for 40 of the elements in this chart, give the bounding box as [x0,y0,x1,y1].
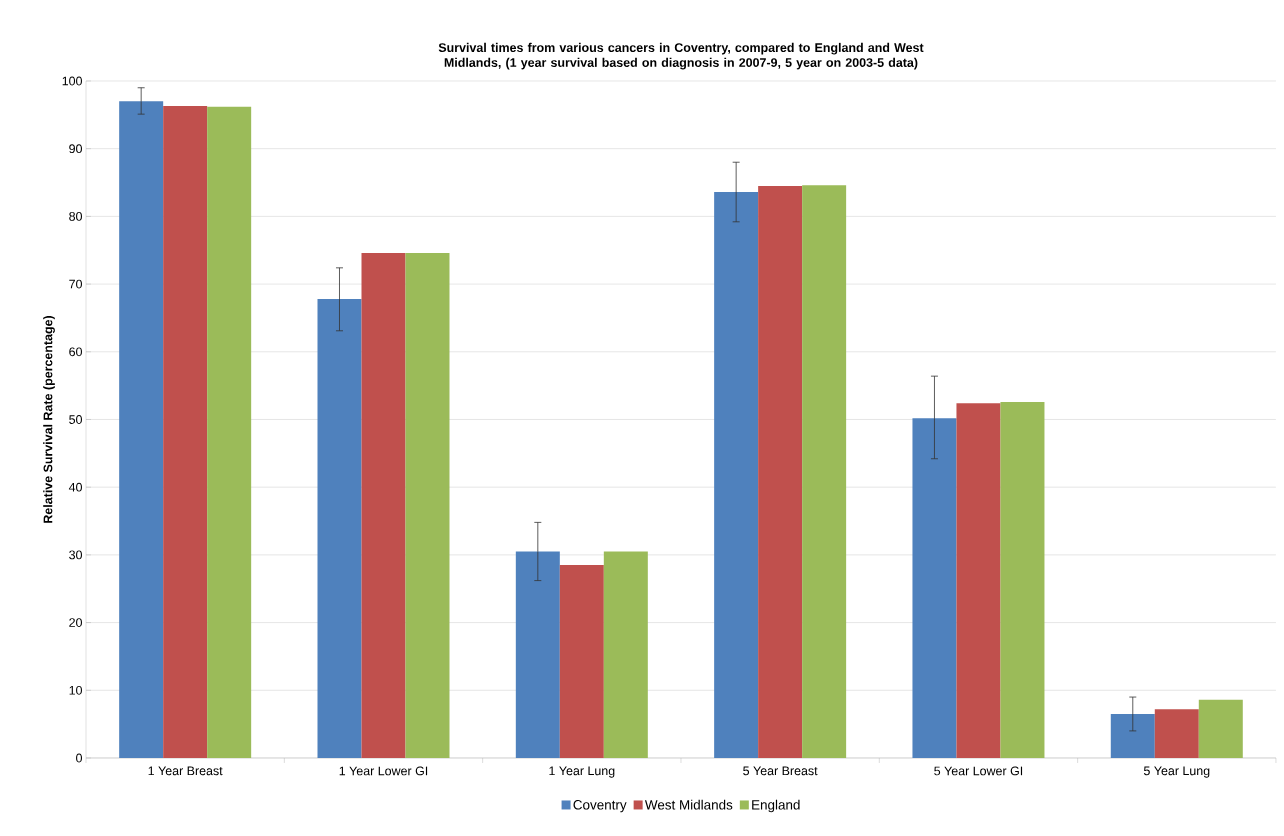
bar [1154,709,1199,758]
y-axis-title: Relative Survival Rate (percentage) [43,315,55,523]
y-tick-label: 0 [76,753,82,763]
x-tick-label: 5 Year Lung [1143,766,1210,778]
bar [207,106,252,758]
x-tick-label: 1 Year Lung [549,766,615,778]
x-tick-label: 1 Year Lower GI [339,766,428,776]
y-tick-label: 50 [69,415,82,424]
y-tick-label: 40 [68,482,82,492]
y-tick-label: 30 [69,550,82,560]
legend-label: England [752,799,800,813]
x-tick-label: 5 Year Lower GI [934,766,1023,776]
y-tick-label: 10 [69,685,82,695]
bar [559,565,604,758]
bar [758,185,803,758]
x-tick-label: 5 Year Breast [743,766,818,776]
legend-label: Coventry [573,800,627,813]
bar [603,551,648,758]
y-tick-label: 60 [69,347,82,357]
bar [119,101,164,758]
bar [802,185,847,758]
y-tick-label: 100 [62,76,82,86]
bar [1000,401,1045,758]
bar [515,551,560,758]
y-tick-label: 90 [69,144,82,154]
bar [1198,699,1243,758]
legend-label: West Midlands [644,799,733,810]
bar [405,252,450,758]
y-tick-label: 70 [69,279,82,289]
x-tick-label: 1 Year Breast [148,766,223,776]
y-tick-label: 20 [69,618,82,627]
chart-title: Survival times from various cancers in Coventry, compared to England and West Midlands, (1 year survival based on diagnosis in 2007-9, 5 year on 2003-5 data) [438,42,924,70]
bar [361,252,406,758]
y-tick-label: 80 [69,211,82,221]
bar [163,106,208,758]
bar [912,418,957,758]
bar [1110,713,1155,758]
bar [317,298,362,758]
bar [956,403,1001,758]
bar [714,192,759,758]
